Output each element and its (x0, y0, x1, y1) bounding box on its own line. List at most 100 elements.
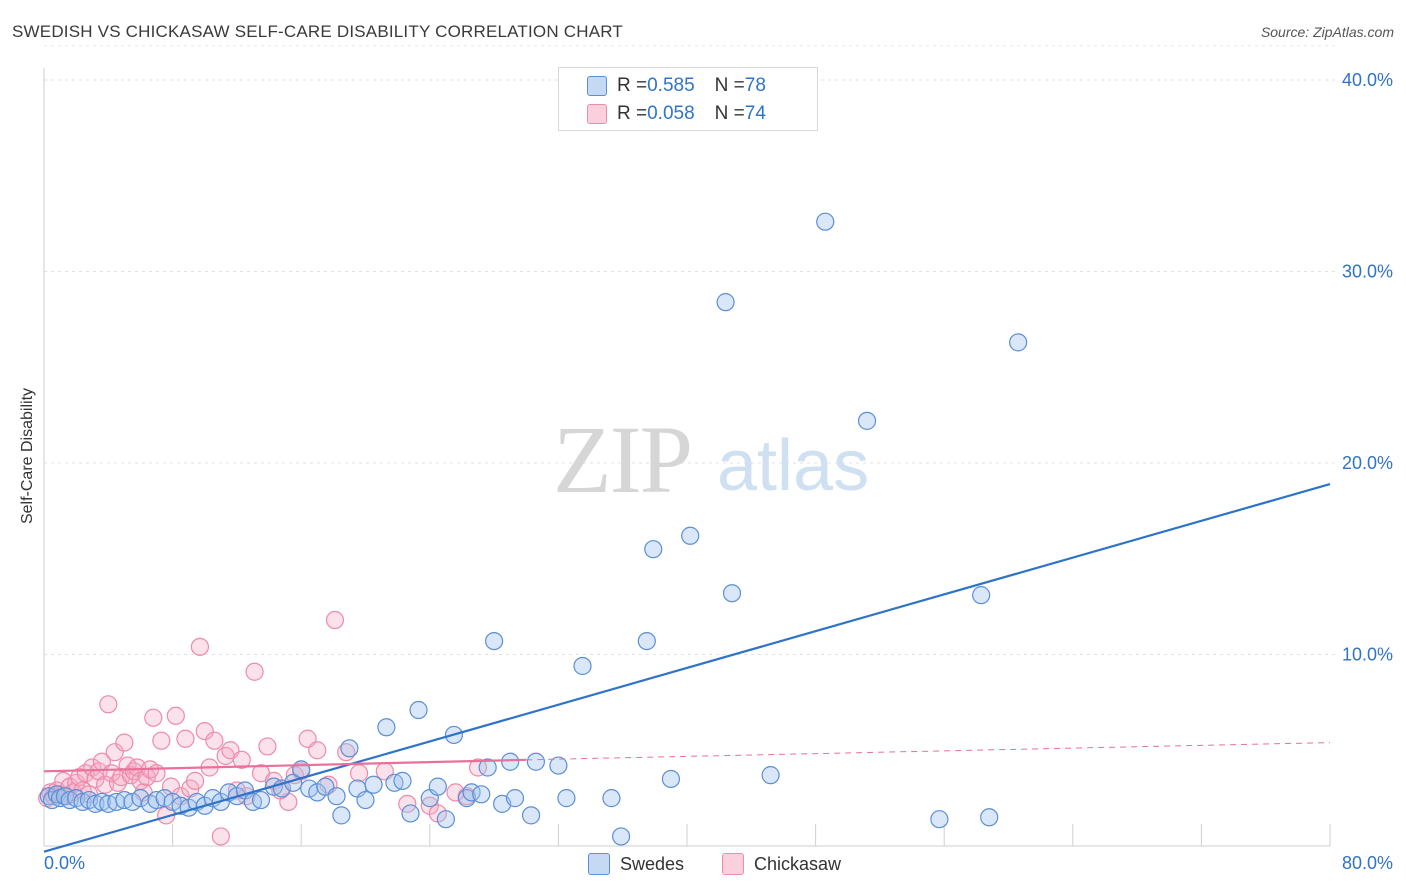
swedes-point (722, 584, 742, 603)
chickasaw-point (190, 637, 210, 656)
swedes-point (637, 631, 656, 651)
axes (43, 68, 1331, 847)
y-tick-label: 10.0% (1342, 645, 1393, 665)
y-tick-label: 20.0% (1342, 453, 1393, 473)
legend-r-label: R = (617, 75, 648, 96)
swedes-point (521, 806, 541, 825)
swedes-point (644, 540, 663, 559)
swedes-point (526, 752, 545, 771)
swedes-point (401, 804, 420, 823)
bottom-legend-label-chickasaw: Chickasaw (754, 853, 842, 874)
swedes-trend-line (43, 483, 1331, 853)
legend-n-value: 74 (744, 103, 766, 124)
swedes-point (681, 526, 700, 545)
bottom-legend-swedes: Swedes (588, 852, 684, 876)
x-tick-label: 0.0% (44, 853, 85, 873)
bottom-legend-swatch-chickasaw (722, 853, 744, 875)
chickasaw-point (144, 708, 163, 727)
swedes-point (86, 794, 105, 813)
legend-n-label: N = (714, 75, 745, 96)
chickasaw-point (166, 706, 185, 725)
chart-title: SWEDISH VS CHICKASAW SELF-CARE DISABILIT… (12, 22, 623, 41)
chickasaw-point (308, 741, 327, 760)
chickasaw-point (211, 827, 230, 846)
watermark-atlas: atlas (717, 426, 869, 506)
swedes-point (505, 789, 525, 808)
chickasaw-point (325, 610, 345, 630)
swedes-point (292, 760, 311, 779)
legend: R = 0.585 N = 78 R = 0.058 N = 74 (558, 67, 818, 131)
legend-swatch-chickasaw (587, 104, 607, 124)
swedes-point (549, 756, 568, 775)
swedes-point (377, 718, 396, 737)
chickasaw-point (147, 764, 166, 783)
chickasaw-point (105, 743, 124, 762)
chickasaw-point (349, 764, 369, 783)
swedes-point (409, 700, 428, 720)
swedes-point (478, 758, 497, 777)
legend-row-chickasaw: R = 0.058 N = 74 (617, 102, 766, 126)
trend-lines (43, 483, 1331, 853)
swedes-point (327, 787, 346, 806)
swedes-point (340, 739, 359, 758)
chickasaw-point (115, 733, 134, 752)
bottom-legend-chickasaw: Chickasaw (722, 852, 841, 876)
chickasaw-point (245, 662, 264, 681)
swedes-point (332, 806, 351, 825)
tick-labels: 10.0% 20.0% 30.0% 40.0% 0.0% 80.0% (44, 70, 1393, 873)
swedes-point (716, 293, 735, 312)
chickasaw-point (176, 729, 195, 748)
chickasaw-point (152, 731, 171, 750)
chickasaw-point (258, 737, 277, 756)
legend-row-swedes: R = 0.585 N = 78 (617, 74, 766, 98)
swedes-point (972, 586, 991, 605)
chickasaw-point (468, 758, 488, 777)
chickasaw-point (205, 731, 224, 750)
swedes-point (92, 792, 111, 812)
chickasaw-trend-extension (526, 742, 1331, 761)
chickasaw-point (398, 794, 417, 813)
swedes-point (131, 789, 150, 808)
swedes-point (661, 769, 681, 789)
chickasaw-trend-line (43, 758, 527, 773)
chickasaw-point (186, 771, 205, 790)
y-tick-label: 40.0% (1342, 70, 1393, 90)
swedes-point (501, 752, 520, 771)
chickasaw-point (446, 783, 465, 802)
swedes-point (573, 656, 592, 676)
swedes-point (457, 789, 476, 808)
chickasaw-point (232, 750, 251, 769)
swedes-point (611, 827, 631, 846)
swedes-point (472, 785, 491, 804)
swedes-point (356, 790, 375, 810)
source-label: Source: ZipAtlas.com (1260, 24, 1394, 40)
legend-r-label: R = (617, 103, 648, 124)
legend-r-value: 0.585 (647, 75, 695, 96)
swedes-points (39, 212, 1028, 846)
swedes-point (485, 631, 504, 651)
x-tick-label: 80.0% (1342, 853, 1393, 873)
grid-lines (44, 45, 1336, 655)
swedes-point (436, 810, 455, 829)
chickasaw-point (99, 695, 118, 714)
y-tick-label: 30.0% (1342, 262, 1393, 282)
chickasaw-point (161, 777, 181, 796)
legend-n-value: 78 (744, 75, 766, 96)
legend-n-label: N = (714, 103, 745, 124)
swedes-point (364, 775, 383, 794)
swedes-point (602, 789, 621, 808)
swedes-point (557, 789, 576, 808)
swedes-point (393, 771, 412, 790)
swedes-point (1009, 333, 1028, 352)
swedes-point (761, 766, 780, 785)
legend-swatch-swedes (587, 76, 607, 96)
swedes-point (816, 212, 835, 231)
bottom-legend-label-swedes: Swedes (620, 853, 685, 874)
legend-r-value: 0.058 (647, 103, 695, 124)
swedes-point (857, 411, 877, 430)
swedes-point (980, 808, 999, 827)
bottom-legend-swatch-swedes (588, 853, 610, 875)
chickasaw-point (195, 721, 214, 741)
swedes-point (428, 777, 447, 796)
